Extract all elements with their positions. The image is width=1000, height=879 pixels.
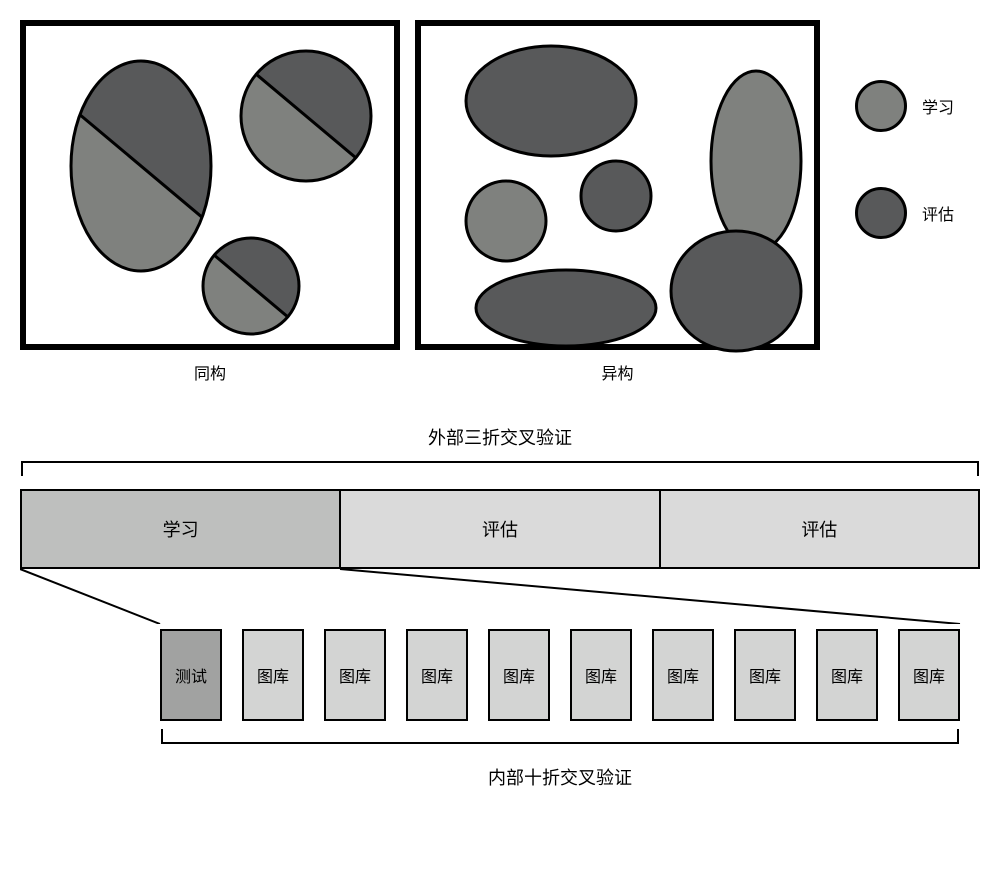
inner-fold-cell: 图库	[406, 629, 468, 721]
legend-eval-label: 评估	[922, 201, 954, 225]
inner-fold-cell: 图库	[570, 629, 632, 721]
legend-learn-swatch	[855, 80, 907, 132]
bracket-top-icon	[20, 458, 980, 476]
outer-cv-title: 外部三折交叉验证	[20, 424, 980, 450]
fold-connector-icon	[20, 569, 980, 624]
top-section: 同构 异构 学习 评估	[20, 20, 980, 384]
bracket-bottom-icon	[160, 729, 960, 747]
inner-fold-cell: 测试	[160, 629, 222, 721]
inner-fold-cell: 图库	[898, 629, 960, 721]
inner-fold-cell: 图库	[324, 629, 386, 721]
homogeneous-label: 同构	[194, 360, 226, 384]
heterogeneous-box-wrapper: 异构	[415, 20, 820, 384]
heterogeneous-label: 异构	[601, 360, 633, 384]
inner-fold-row: 测试图库图库图库图库图库图库图库图库图库	[160, 629, 960, 721]
legend-eval-swatch	[855, 187, 907, 239]
heterogeneous-box	[415, 20, 820, 350]
inner-fold-cell: 图库	[488, 629, 550, 721]
outer-fold-cell: 评估	[341, 489, 660, 569]
outer-fold-row: 学习评估评估	[20, 489, 980, 569]
legend-item-eval: 评估	[855, 187, 954, 239]
inner-cv-title: 内部十折交叉验证	[160, 764, 960, 790]
legend: 学习 评估	[855, 80, 954, 239]
outer-fold-cell: 评估	[661, 489, 980, 569]
legend-item-learn: 学习	[855, 80, 954, 132]
inner-fold-cell: 图库	[816, 629, 878, 721]
inner-fold-cell: 图库	[242, 629, 304, 721]
bottom-section: 外部三折交叉验证 学习评估评估 测试图库图库图库图库图库图库图库图库图库 内部十…	[20, 424, 980, 790]
legend-learn-label: 学习	[922, 94, 954, 118]
inner-fold-cell: 图库	[734, 629, 796, 721]
homogeneous-box	[20, 20, 400, 350]
inner-fold-cell: 图库	[652, 629, 714, 721]
outer-fold-cell: 学习	[20, 489, 341, 569]
homogeneous-box-wrapper: 同构	[20, 20, 400, 384]
